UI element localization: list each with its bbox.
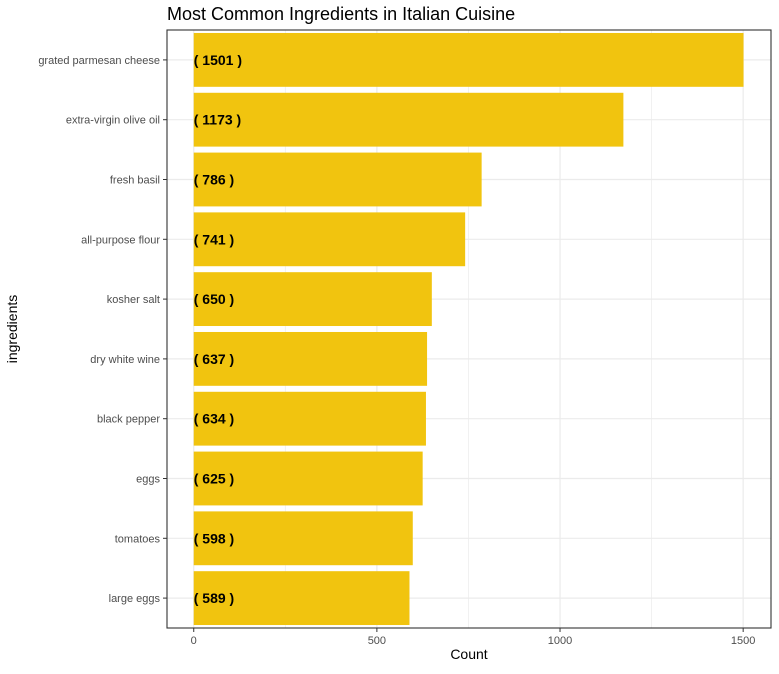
data-label: ( 589 ): [194, 590, 234, 606]
y-tick-label: black pepper: [97, 414, 160, 426]
y-tick-label: eggs: [136, 474, 160, 486]
y-axis-title: ingredients: [4, 295, 20, 364]
bar: [193, 391, 426, 446]
x-tick-label: 0: [191, 635, 197, 647]
bar: [193, 32, 744, 87]
bar: [193, 152, 482, 207]
bar: [193, 451, 423, 506]
y-tick-label: extra-virgin olive oil: [66, 115, 160, 127]
data-labels: ( 1501 ) ( 1173 ) ( 786 ) ( 741 ) ( 650 ) ( 6…: [194, 52, 242, 606]
y-tick-label: kosher salt: [107, 294, 160, 306]
data-label: ( 625 ): [194, 471, 234, 487]
y-tick-label: fresh basil: [110, 175, 160, 187]
x-tick-label: 500: [368, 635, 386, 647]
data-label: ( 1173 ): [194, 112, 241, 128]
y-tick-label: large eggs: [109, 593, 161, 605]
bar: [193, 212, 466, 267]
bar: [193, 331, 428, 386]
y-tick-label: tomatoes: [115, 533, 161, 545]
bar: [193, 571, 410, 626]
y-tick-label: dry white wine: [90, 354, 160, 366]
y-tick-label: grated parmesan cheese: [38, 55, 160, 67]
data-label: ( 741 ): [194, 231, 234, 247]
chart-title: Most Common Ingredients in Italian Cuisi…: [167, 4, 515, 24]
x-axis: 0 500 1000 1500: [191, 628, 755, 647]
x-axis-title: Count: [450, 646, 487, 662]
data-label: ( 1501 ): [194, 52, 242, 68]
x-tick-label: 1000: [548, 635, 572, 647]
data-label: ( 598 ): [194, 530, 234, 546]
plot-border: [166, 29, 772, 629]
data-label: ( 634 ): [194, 411, 234, 427]
data-label: ( 637 ): [194, 351, 234, 367]
bars: [193, 32, 744, 626]
y-tick-label: all-purpose flour: [81, 234, 160, 246]
bar: [193, 511, 413, 566]
bar: [193, 272, 432, 327]
bar: [193, 92, 624, 147]
data-label: ( 650 ): [194, 291, 234, 307]
y-axis: grated parmesan cheese extra-virgin olive…: [38, 55, 167, 605]
data-label: ( 786 ): [194, 172, 234, 188]
x-tick-label: 1500: [731, 635, 755, 647]
